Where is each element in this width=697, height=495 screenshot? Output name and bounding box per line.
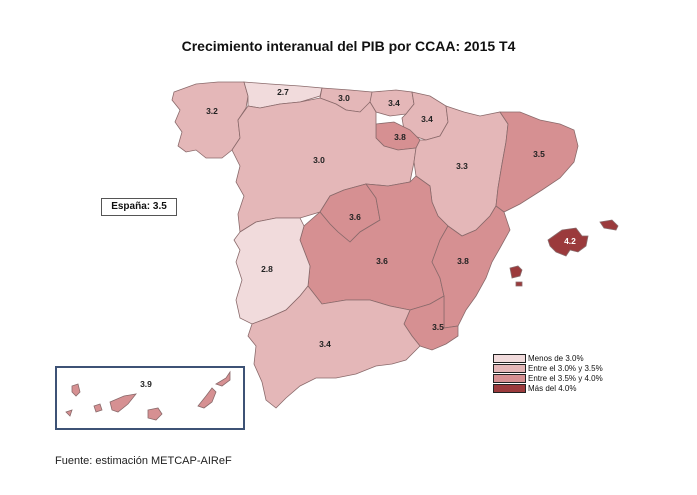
label-canarias: 3.9: [140, 379, 152, 389]
region-navarra: [401, 91, 449, 141]
legend-swatch: [493, 353, 526, 363]
label-castilla-leon: 3.0: [313, 155, 325, 165]
label-murcia: 3.5: [432, 322, 444, 332]
label-navarra: 3.4: [421, 114, 433, 124]
legend-item-mas-4: Más del 4.0%: [493, 383, 603, 393]
label-extremadura: 2.8: [261, 264, 273, 274]
label-valencia: 3.8: [457, 256, 469, 266]
label-pais-vasco: 3.4: [388, 98, 400, 108]
label-asturias: 2.7: [277, 87, 289, 97]
label-cataluna: 3.5: [533, 149, 545, 159]
region-baleares-menorca: [599, 219, 619, 231]
legend-swatch: [493, 383, 526, 393]
region-castilla-leon: [231, 97, 417, 233]
label-castilla-la-mancha: 3.6: [376, 256, 388, 266]
label-la-rioja: 3.8: [394, 132, 406, 142]
region-baleares-ibiza: [509, 265, 523, 279]
canarias-inset-frame: [55, 366, 245, 430]
legend-label: Menos de 3.0%: [528, 353, 584, 363]
legend-label: Entre el 3.5% y 4.0%: [528, 373, 603, 383]
legend-item-menos-3: Menos de 3.0%: [493, 353, 603, 363]
region-canarias: [65, 370, 231, 421]
label-baleares: 4.2: [564, 236, 576, 246]
label-aragon: 3.3: [456, 161, 468, 171]
label-galicia: 3.2: [206, 106, 218, 116]
region-valencia: [431, 205, 511, 329]
region-baleares-formentera: [515, 281, 523, 287]
region-baleares-mallorca: [547, 227, 589, 257]
legend-swatch: [493, 363, 526, 373]
label-madrid: 3.6: [349, 212, 361, 222]
region-andalucia: [247, 285, 421, 409]
label-andalucia: 3.4: [319, 339, 331, 349]
map-title: Crecimiento interanual del PIB por CCAA:…: [181, 38, 516, 54]
legend-label: Entre el 3.0% y 3.5%: [528, 363, 603, 373]
label-cantabria: 3.0: [338, 93, 350, 103]
legend: Menos de 3.0% Entre el 3.0% y 3.5% Entre…: [493, 353, 603, 393]
legend-label: Más del 4.0%: [528, 383, 577, 393]
legend-item-3-35: Entre el 3.0% y 3.5%: [493, 363, 603, 373]
legend-item-35-4: Entre el 3.5% y 4.0%: [493, 373, 603, 383]
region-cataluna: [495, 111, 579, 213]
legend-swatch: [493, 373, 526, 383]
source-note: Fuente: estimación METCAP-AIReF: [55, 455, 232, 467]
national-value-box: España: 3.5: [101, 198, 177, 216]
